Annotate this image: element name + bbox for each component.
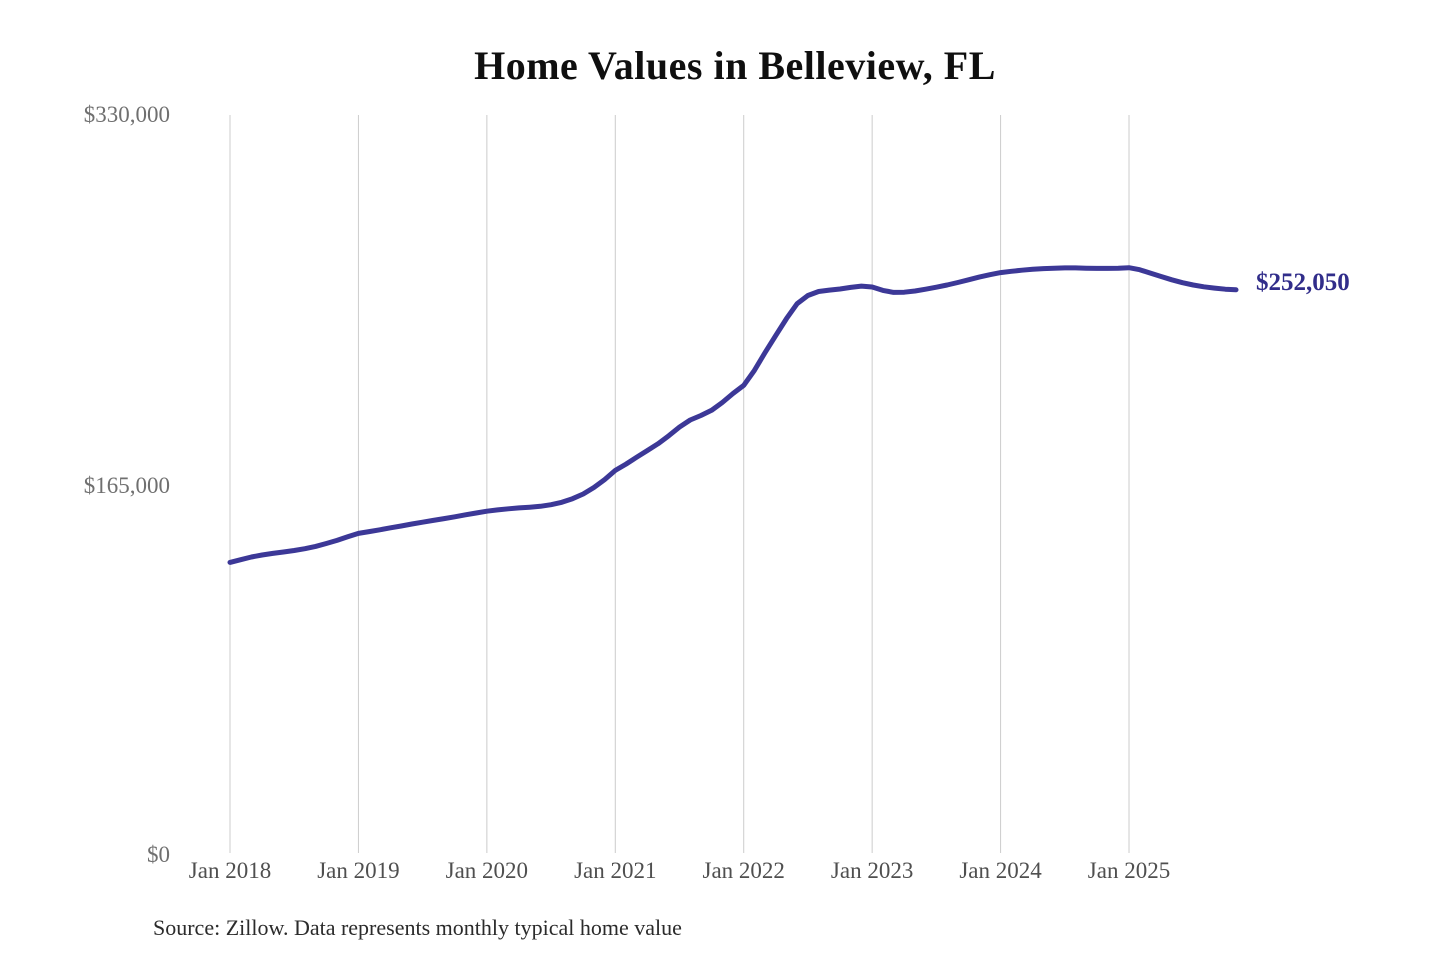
current-value-label: $252,050 (1256, 269, 1350, 296)
y-axis-label-330000: $330,000 (83, 102, 170, 127)
source-note: Source: Zillow. Data represents monthly … (153, 915, 682, 940)
home-value-line (227, 265, 1239, 565)
y-axis-label-0: $0 (147, 842, 170, 867)
x-axis-label: Jan 2024 (959, 858, 1042, 883)
x-axis-label: Jan 2019 (317, 858, 400, 883)
x-axis-label: Jan 2022 (702, 858, 785, 883)
x-axis-label: Jan 2020 (445, 858, 529, 883)
chart-title: Home Values in Belleview, FL (474, 43, 996, 88)
x-axis-label: Jan 2018 (188, 858, 272, 883)
x-axis-label: Jan 2023 (830, 858, 914, 883)
y-axis-label-165000: $165,000 (83, 473, 170, 498)
x-axis-label: Jan 2021 (574, 858, 657, 883)
x-axis-label: Jan 2025 (1087, 858, 1171, 883)
